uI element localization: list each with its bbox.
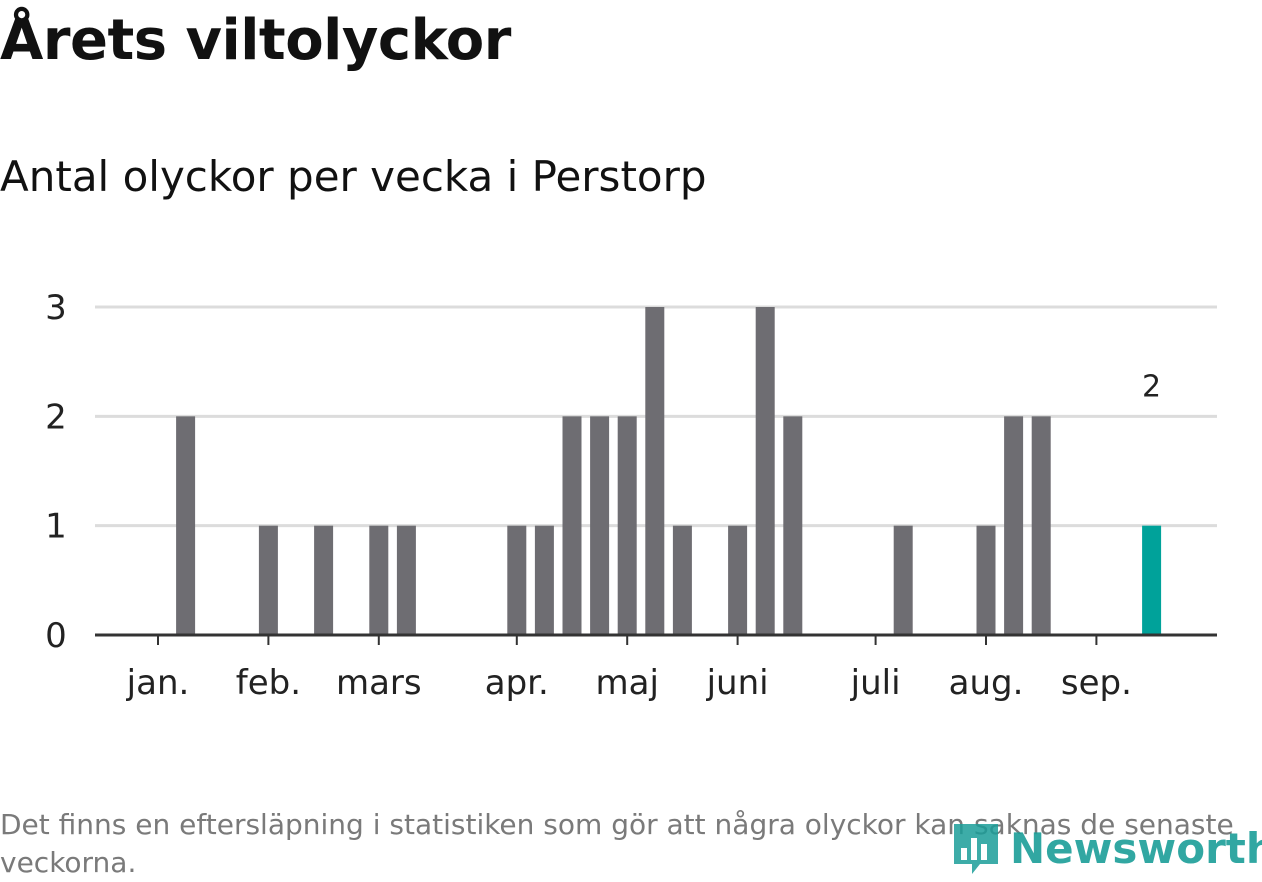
y-tick-label: 1 [45, 507, 67, 547]
bar [369, 525, 389, 635]
bar [176, 416, 196, 635]
bar [562, 416, 582, 635]
x-tick-label: jan. [126, 663, 190, 703]
x-tick-label: juni [706, 663, 769, 703]
footnote: Det finns en eftersläpning i statistiken… [0, 808, 1234, 879]
data-labels: 2 [1142, 369, 1161, 404]
bar-highlight [1142, 525, 1162, 635]
y-tick-label: 3 [45, 288, 67, 328]
bar [1031, 416, 1051, 635]
x-axis: jan. feb. mars apr. maj juni juli aug. sep. [95, 633, 1217, 703]
bar [258, 525, 278, 635]
bars [176, 307, 1162, 635]
bar [645, 307, 665, 635]
bar [396, 525, 416, 635]
bar [534, 525, 554, 635]
bar [672, 525, 692, 635]
x-tick-label: maj [595, 663, 658, 703]
x-tick-label: aug. [949, 663, 1024, 703]
bar [755, 307, 775, 635]
bar [728, 525, 748, 635]
x-tick-label: apr. [485, 663, 549, 703]
chart-subtitle: Antal olyckor per vecka i Perstorp [0, 152, 707, 201]
brand-name: Newsworthy [1010, 823, 1262, 873]
bar [590, 416, 610, 635]
chart-title: Årets viltolyckor [0, 8, 511, 73]
bar [976, 525, 996, 635]
bar-chart-logo-icon [954, 824, 998, 874]
y-tick-label: 0 [45, 616, 67, 656]
bar [783, 416, 803, 635]
x-tick-label: mars [336, 663, 422, 703]
x-tick-label: feb. [236, 663, 301, 703]
x-tick-label: juli [850, 663, 901, 703]
newsworthy-logo: Newsworthy [950, 818, 1262, 878]
bar [314, 525, 334, 635]
bar [893, 525, 913, 635]
bar [617, 416, 637, 635]
y-axis-ticks: 0 1 2 3 [45, 288, 67, 656]
x-tick-label: sep. [1061, 663, 1132, 703]
bar [507, 525, 527, 635]
y-tick-label: 2 [45, 397, 67, 437]
data-label: 2 [1142, 369, 1161, 404]
bar [1004, 416, 1024, 635]
